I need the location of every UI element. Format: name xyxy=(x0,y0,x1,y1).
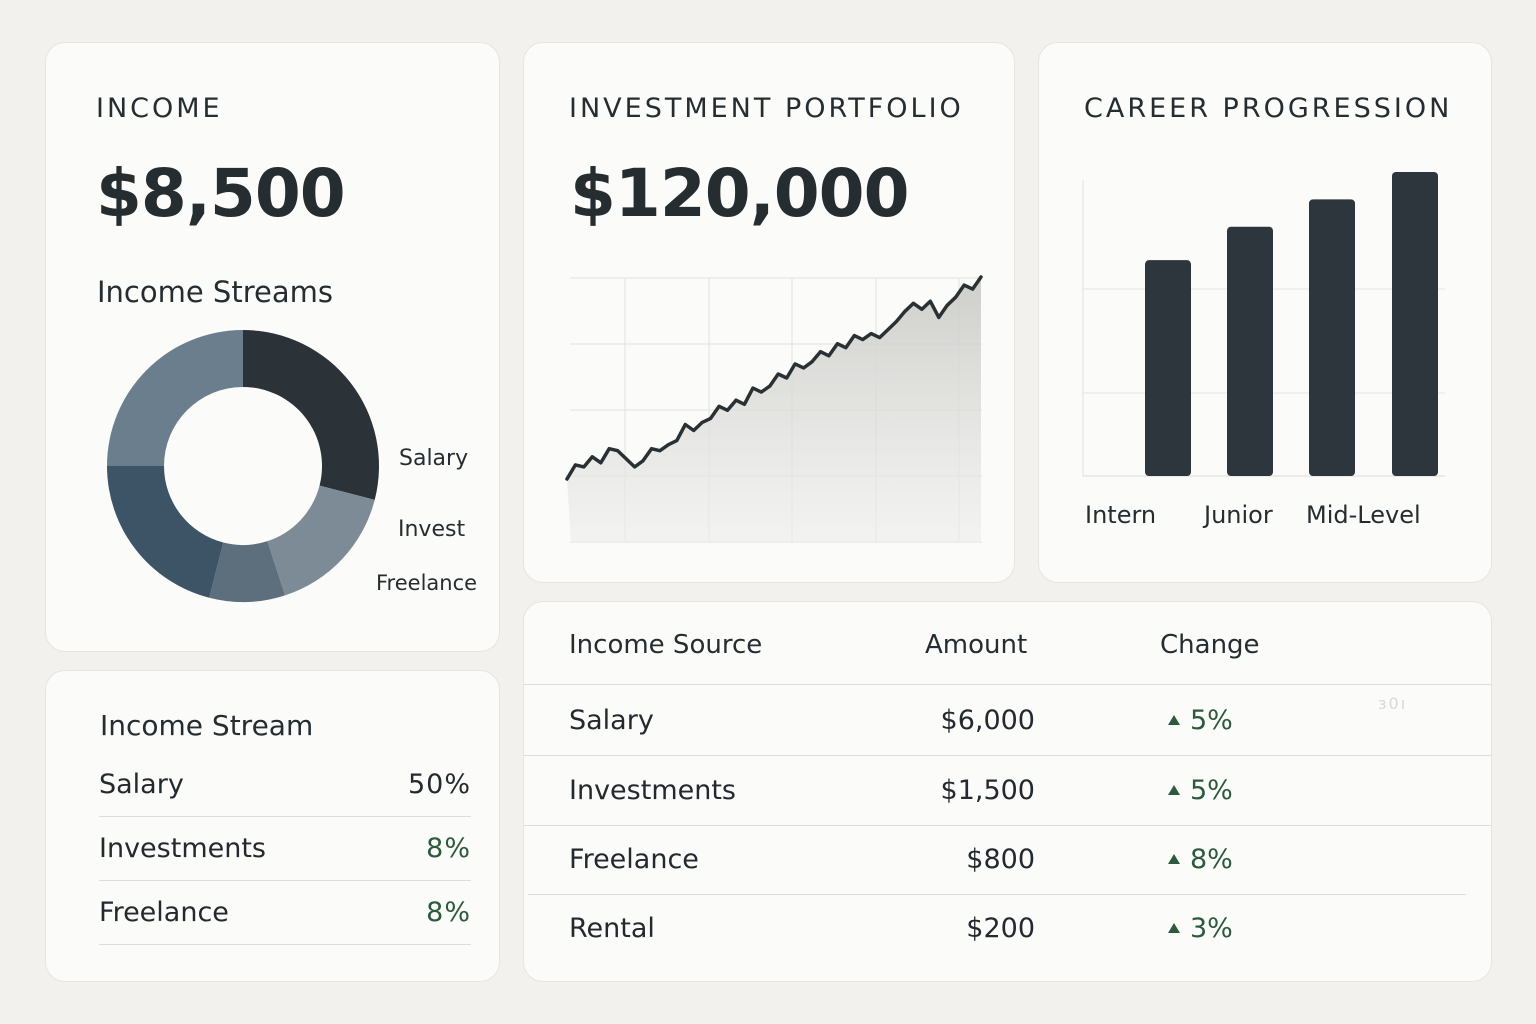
career-title: CAREER PROGRESSION xyxy=(1084,93,1453,124)
career-bar-chart xyxy=(1082,172,1445,477)
income-source-table-card: Income Source Amount Change Salary $6,00… xyxy=(523,601,1492,982)
table-header-income-source[interactable]: Income Source xyxy=(569,630,763,660)
divider xyxy=(524,825,1491,826)
donut-slice xyxy=(107,330,243,466)
divider xyxy=(99,880,471,881)
row-change: 3% xyxy=(1168,894,1233,964)
portfolio-area-fill xyxy=(567,277,981,542)
donut-label-freelance: Freelance xyxy=(376,571,478,595)
row-source: Salary xyxy=(569,705,654,736)
career-bar xyxy=(1145,260,1191,476)
divider xyxy=(99,816,471,817)
donut-slice xyxy=(243,330,379,500)
table-row[interactable]: Investments $1,500 5% xyxy=(524,756,1491,826)
up-triangle-icon xyxy=(1168,854,1180,864)
row-source: Freelance xyxy=(569,844,699,875)
row-change: 5% xyxy=(1168,756,1233,826)
row-amount: $1,500 xyxy=(940,775,1035,806)
table-header-change[interactable]: Change xyxy=(1160,630,1260,660)
divider xyxy=(99,944,471,945)
donut-slice xyxy=(267,485,375,596)
career-bar xyxy=(1227,226,1273,476)
divider xyxy=(528,894,1466,895)
stream-name: Freelance xyxy=(99,896,229,928)
income-streams-subtitle: Income Streams xyxy=(97,275,333,309)
stream-row-freelance: Freelance 8% xyxy=(99,880,471,944)
stream-value: 50% xyxy=(407,768,471,800)
income-amount: $8,500 xyxy=(96,155,346,232)
career-label-mid-level: Mid-Level xyxy=(1306,501,1421,529)
stream-name: Salary xyxy=(99,768,184,800)
table-row[interactable]: Rental $200 3% xyxy=(524,894,1491,964)
career-bar xyxy=(1309,199,1355,477)
stream-row-investments: Investments 8% xyxy=(99,816,471,880)
portfolio-title: INVESTMENT PORTFOLIO xyxy=(569,93,964,124)
row-change-value: 5% xyxy=(1190,775,1233,806)
investment-portfolio-card: INVESTMENT PORTFOLIO $120,000 xyxy=(523,42,1015,583)
stream-row-salary: Salary 50% xyxy=(99,752,471,816)
portfolio-series-line xyxy=(565,275,983,481)
donut-slice xyxy=(209,541,286,603)
row-change-value: 3% xyxy=(1190,913,1233,944)
income-stream-title: Income Stream xyxy=(100,709,314,742)
up-triangle-icon xyxy=(1168,785,1180,795)
career-label-junior: Junior xyxy=(1204,501,1273,529)
stream-value: 8% xyxy=(426,896,471,928)
portfolio-amount: $120,000 xyxy=(570,155,910,232)
income-stream-card: Income Stream Salary 50% Investments 8% … xyxy=(45,670,500,982)
income-card: INCOME $8,500 Income Streams Salary Inve… xyxy=(45,42,500,652)
career-bar xyxy=(1392,172,1438,476)
up-triangle-icon xyxy=(1168,715,1180,725)
income-streams-donut-chart xyxy=(107,330,379,603)
row-amount: $800 xyxy=(966,844,1035,875)
career-progression-card: CAREER PROGRESSION Intern Junior Mid-Lev… xyxy=(1038,42,1492,583)
donut-label-invest: Invest xyxy=(398,517,466,542)
row-change: 5% xyxy=(1168,686,1233,756)
table-row[interactable]: Salary $6,000 5% xyxy=(524,686,1491,756)
divider xyxy=(524,755,1491,756)
stream-name: Investments xyxy=(99,832,266,864)
row-change-value: 5% xyxy=(1190,705,1233,736)
row-amount: $200 xyxy=(966,913,1035,944)
row-change: 8% xyxy=(1168,825,1233,895)
career-label-intern: Intern xyxy=(1085,501,1157,529)
up-triangle-icon xyxy=(1168,923,1180,933)
row-source: Investments xyxy=(569,775,736,806)
table-header-amount[interactable]: Amount xyxy=(925,630,1028,660)
row-amount: $6,000 xyxy=(940,705,1035,736)
income-title: INCOME xyxy=(96,93,223,124)
header-divider xyxy=(524,684,1491,685)
row-change-value: 8% xyxy=(1190,844,1233,875)
portfolio-area-chart xyxy=(565,275,983,543)
table-row[interactable]: Freelance $800 8% xyxy=(524,825,1491,895)
donut-slice xyxy=(107,466,224,598)
row-source: Rental xyxy=(569,913,655,944)
donut-label-salary: Salary xyxy=(399,446,469,471)
stream-value: 8% xyxy=(426,832,471,864)
faint-watermark: ɜ0ı xyxy=(1378,694,1408,713)
